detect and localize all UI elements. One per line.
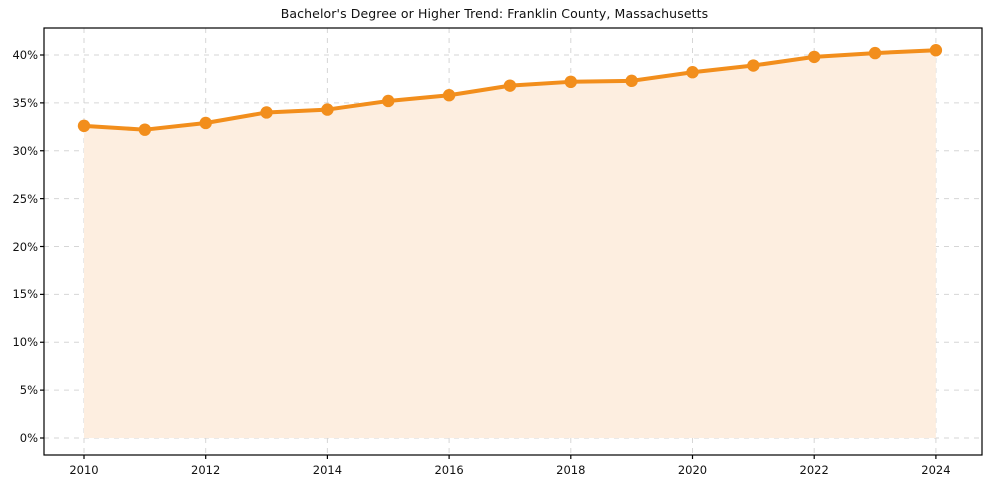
axis-ticks-group [40, 54, 937, 459]
data-point-marker [199, 116, 212, 130]
data-point-marker [321, 103, 334, 116]
plot-border-group [43, 27, 983, 456]
chart-title: Bachelor's Degree or Higher Trend: Frank… [280, 6, 709, 21]
data-point-markers-group [77, 44, 943, 136]
data-point-marker [260, 106, 273, 119]
data-point-marker [808, 50, 821, 64]
data-point-marker [686, 66, 699, 79]
data-point-marker [382, 94, 395, 108]
data-point-marker [747, 59, 760, 72]
data-point-marker [929, 44, 943, 57]
data-point-marker [503, 79, 517, 92]
plot-border [43, 27, 983, 456]
data-point-marker [442, 89, 456, 102]
data-point-marker [564, 75, 577, 89]
area-fill [84, 50, 936, 439]
data-point-marker [868, 46, 882, 60]
data-point-marker [77, 119, 91, 133]
data-point-marker [138, 123, 152, 136]
area-fill-group [84, 50, 936, 439]
data-point-marker [625, 74, 638, 88]
